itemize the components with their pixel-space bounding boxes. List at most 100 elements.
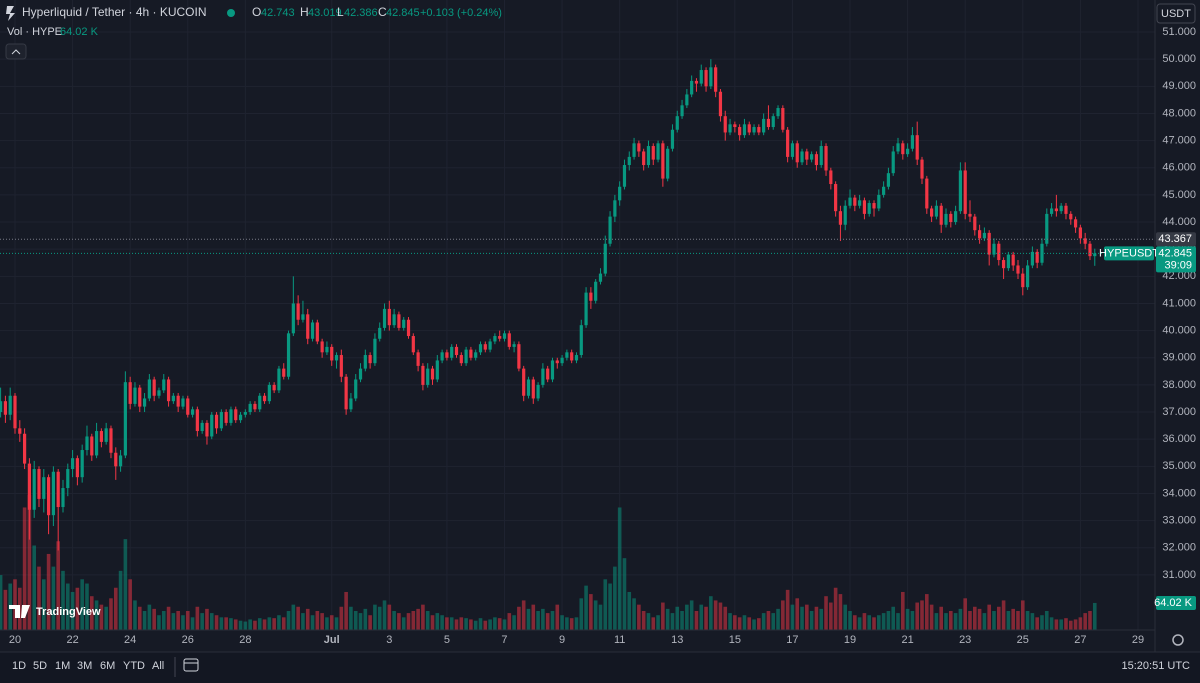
volume-bar (521, 600, 526, 630)
volume-bar (104, 606, 108, 630)
timeframe-button[interactable]: YTD (123, 660, 145, 672)
candle-body (382, 308, 387, 328)
candle-body (147, 379, 151, 399)
y-tick-label: 49.000 (1162, 80, 1196, 92)
volume-bar (694, 610, 699, 630)
volume-bar (195, 606, 200, 630)
volume-bar (996, 606, 1001, 630)
timeframe-button[interactable]: 3M (77, 660, 92, 672)
volume-bar (392, 610, 396, 630)
volume-bar (109, 598, 113, 630)
volume-bar (853, 615, 857, 630)
volume-bar (13, 579, 17, 630)
volume-bar (152, 608, 156, 630)
ohlc-letter: H (300, 5, 309, 19)
volume-bar (862, 613, 867, 630)
volume-bar (761, 613, 766, 630)
volume-bar (579, 598, 584, 630)
volume-bar (41, 579, 46, 630)
volume-bar (214, 615, 219, 630)
candle-body (483, 344, 487, 350)
volume-bar (843, 604, 848, 630)
ohlc-letter: O (252, 5, 261, 19)
volume-bar (699, 604, 704, 630)
volume-bar (75, 587, 80, 630)
candle-body (37, 469, 41, 499)
candle-body (1083, 238, 1087, 244)
candle-body (906, 148, 910, 155)
volume-bar (972, 606, 977, 630)
volume-bar (469, 619, 473, 630)
currency-button[interactable] (1156, 3, 1196, 24)
goto-date-button[interactable] (183, 658, 199, 672)
volume-bar (411, 610, 416, 630)
candle-body (598, 273, 603, 282)
candle-body (603, 243, 607, 274)
candle-body (1078, 227, 1082, 239)
candle-body (1035, 251, 1039, 263)
volume-bar (1049, 617, 1054, 630)
candle-body (819, 146, 823, 166)
volume-bar (344, 591, 348, 630)
volume-bar (459, 617, 464, 630)
timeframe-button[interactable]: 1D (12, 660, 26, 672)
volume-bar (200, 613, 204, 630)
volume-bar (829, 602, 833, 630)
volume-bar (22, 507, 27, 630)
volume-bar (838, 594, 843, 630)
volume-bar (915, 602, 920, 630)
candle-body (891, 151, 895, 174)
volume-value: 64.02 K (60, 26, 99, 38)
symbol-icon (6, 6, 15, 21)
symbol-title[interactable]: Hyperliquid / Tether · 4h · KUCOIN (22, 5, 207, 19)
timeframe-button[interactable]: 1M (55, 660, 70, 672)
volume-bar (771, 613, 776, 630)
volume-bar (137, 606, 142, 630)
y-tick-label: 39.000 (1162, 352, 1196, 364)
volume-bar (569, 618, 574, 630)
candle-body (1093, 253, 1097, 257)
candle-body (1059, 205, 1063, 212)
market-status (227, 9, 235, 17)
candle-body (733, 124, 737, 128)
volume-bar (277, 615, 281, 630)
candle-body (781, 108, 785, 130)
candle-body (589, 292, 593, 301)
candle-body (882, 186, 886, 195)
candle-body (618, 186, 622, 201)
candle-body (94, 431, 99, 456)
volume-bar (305, 608, 310, 630)
y-tick-label: 51.000 (1162, 26, 1196, 38)
candle-body (253, 403, 257, 410)
timeframe-button[interactable]: All (152, 660, 164, 672)
candle-body (363, 355, 367, 369)
volume-bar (598, 604, 603, 630)
candle-body (315, 322, 319, 342)
watermark: TradingView (9, 605, 101, 618)
y-tick-label: 34.000 (1162, 487, 1196, 499)
volume-bar (334, 617, 339, 630)
volume-bar (176, 610, 180, 630)
volume-bar (565, 617, 569, 630)
timeframe-button[interactable]: 5D (33, 660, 47, 672)
candle-body (920, 159, 924, 179)
y-tick-label: 35.000 (1162, 460, 1196, 472)
settings-button[interactable] (1172, 634, 1184, 646)
volume-bar (99, 604, 104, 630)
candle-body (709, 67, 713, 87)
candle-body (46, 477, 51, 516)
candle-body (238, 414, 243, 421)
volume-bar (560, 615, 564, 630)
candle-body (939, 205, 943, 225)
volume-bar (785, 589, 790, 630)
volume-bar (944, 613, 948, 630)
collapse-button[interactable] (5, 43, 27, 60)
candle-body (229, 409, 233, 423)
volume-bar (243, 621, 248, 630)
volume-bar (1064, 618, 1068, 630)
candle-body (608, 216, 612, 244)
timeframe-button[interactable]: 6M (100, 660, 115, 672)
volume-bar (613, 566, 617, 630)
x-tick-label: 25 (1017, 634, 1029, 646)
volume-bar (27, 494, 32, 630)
